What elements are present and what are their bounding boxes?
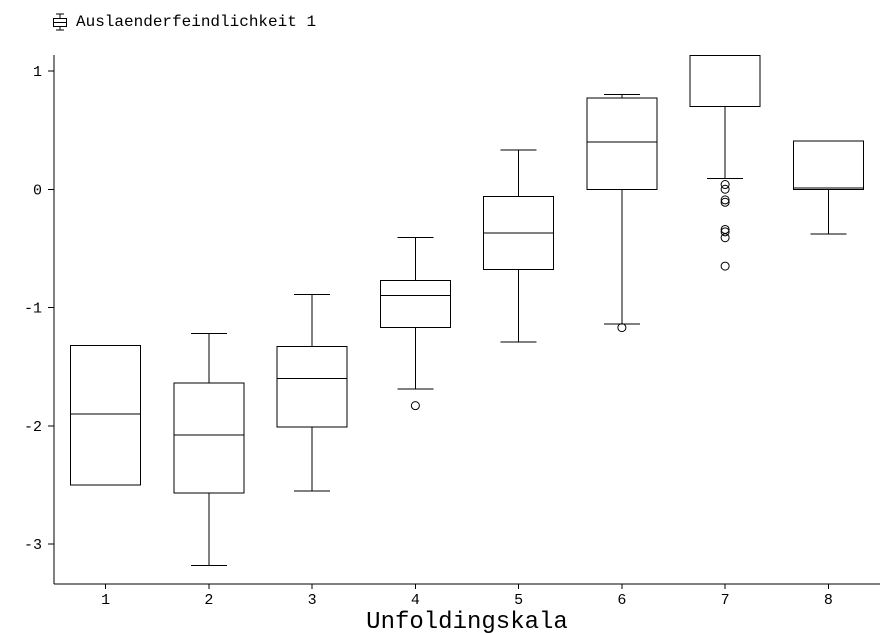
outlier-point — [617, 323, 627, 333]
box-1 — [70, 344, 142, 486]
box-3 — [276, 346, 348, 428]
y-tick-label: -2 — [24, 419, 42, 436]
boxplot-legend-icon — [53, 13, 67, 31]
x-tick-label: 3 — [308, 592, 317, 609]
outlier-point — [720, 233, 730, 243]
x-tick-label: 6 — [617, 592, 626, 609]
x-tick-label: 8 — [824, 592, 833, 609]
x-tick-label: 1 — [101, 592, 110, 609]
outlier-point — [720, 180, 730, 190]
y-tick-label: -3 — [24, 537, 42, 554]
y-tick-label: -1 — [24, 301, 42, 318]
x-tick-label: 7 — [721, 592, 730, 609]
outlier-point — [720, 195, 730, 205]
x-tick-label: 2 — [204, 592, 213, 609]
box-2 — [173, 382, 245, 494]
outlier-point — [410, 401, 420, 411]
box-4 — [379, 279, 451, 329]
outlier-point — [720, 197, 730, 207]
legend-label: Auslaenderfeindlichkeit 1 — [76, 13, 317, 31]
box-7 — [689, 55, 761, 107]
y-tick-label: 1 — [33, 64, 42, 81]
outlier-point — [720, 261, 730, 271]
x-tick-label: 5 — [514, 592, 523, 609]
outlier-point — [720, 227, 730, 237]
box-8 — [792, 140, 864, 190]
box-6 — [586, 97, 658, 190]
outlier-point — [720, 184, 730, 194]
legend: Auslaenderfeindlichkeit 1 — [52, 13, 316, 31]
x-tick-label: 4 — [411, 592, 420, 609]
y-tick-label: 0 — [33, 182, 42, 199]
x-axis-title: Unfoldingskala — [366, 609, 568, 633]
